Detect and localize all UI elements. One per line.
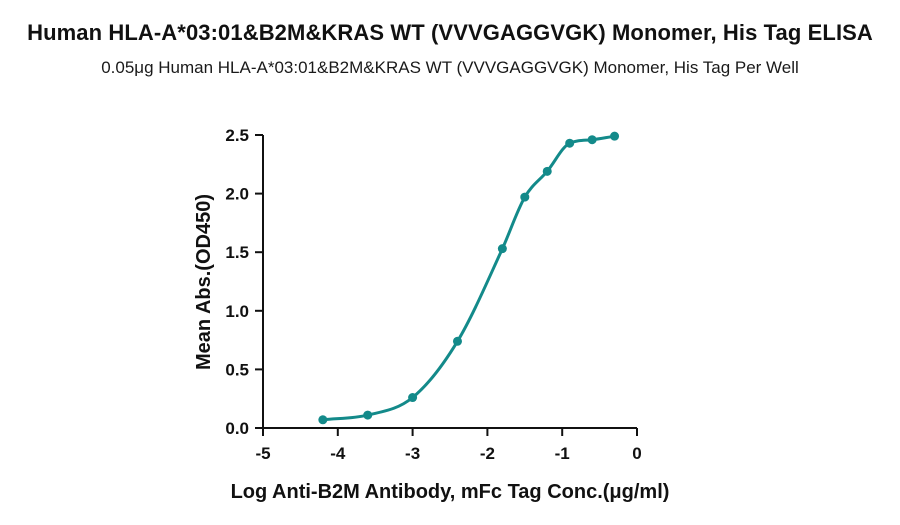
y-axis-label: Mean Abs.(OD450) [193, 194, 215, 370]
chart-subtitle: 0.05μg Human HLA-A*03:01&B2M&KRAS WT (VV… [101, 58, 799, 77]
data-point [408, 393, 418, 403]
data-point [587, 135, 597, 145]
data-point [452, 336, 462, 346]
data-point [610, 131, 620, 141]
x-tick-label: -5 [255, 444, 270, 463]
x-tick-label: -2 [480, 444, 495, 463]
data-points [318, 131, 620, 425]
y-tick-label: 1.5 [225, 243, 249, 262]
chart-title: Human HLA-A*03:01&B2M&KRAS WT (VVVGAGGVG… [27, 20, 873, 45]
axes [262, 135, 637, 429]
y-tick-label: 2.0 [225, 185, 249, 204]
y-tick-label: 0.0 [225, 419, 249, 438]
x-tick-label: -3 [405, 444, 420, 463]
data-point [363, 410, 373, 420]
x-tick-label: -1 [555, 444, 570, 463]
x-tick-label: -4 [330, 444, 346, 463]
data-point [542, 166, 552, 176]
y-tick-label: 2.5 [225, 126, 249, 145]
data-point [497, 244, 507, 254]
data-point [520, 192, 530, 202]
x-axis-label: Log Anti-B2M Antibody, mFc Tag Conc.(μg/… [231, 481, 670, 503]
data-point [565, 138, 575, 148]
y-tick-label: 1.0 [225, 302, 249, 321]
y-axis-ticks: 0.0 0.5 1.0 1.5 2.0 2.5 [225, 126, 263, 438]
y-tick-label: 0.5 [225, 360, 249, 379]
x-tick-label: 0 [632, 444, 641, 463]
data-point [318, 415, 328, 425]
fit-curve [322, 134, 615, 422]
x-axis-ticks: -5 -4 -3 -2 -1 0 [255, 428, 642, 463]
